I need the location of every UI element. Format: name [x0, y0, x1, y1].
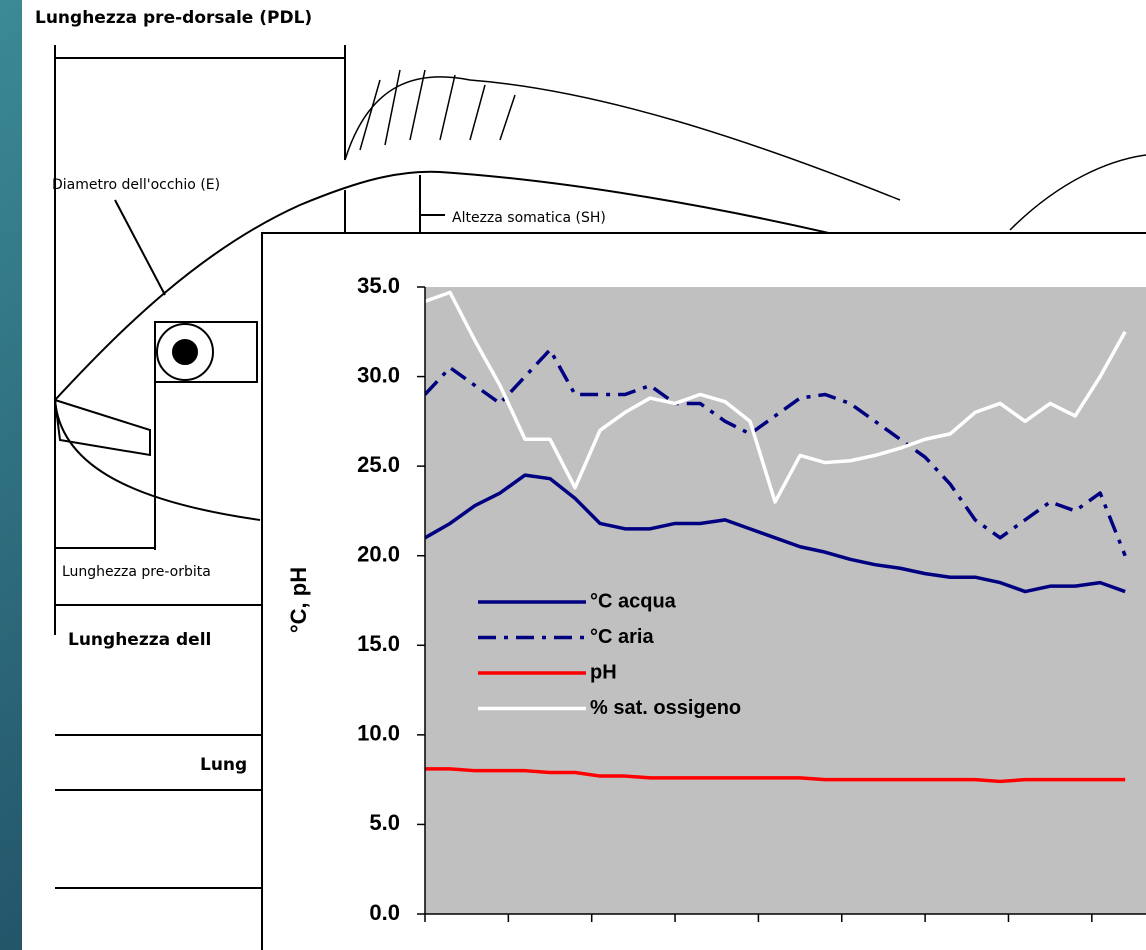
y-tick-label: 25.0 [357, 452, 400, 477]
diagram-label: Lung [200, 755, 247, 775]
series-line [425, 767, 1126, 784]
y-tick-label: 5.0 [369, 810, 400, 835]
series-line [425, 347, 1127, 557]
legend-label: °C aria [590, 626, 654, 648]
y-axis-label: °C, pH [286, 567, 311, 633]
y-tick-label: 30.0 [357, 362, 400, 387]
legend-label: °C acqua [590, 590, 677, 612]
diagram-label: Lunghezza pre-orbita [62, 564, 211, 580]
y-tick-label: 20.0 [357, 542, 400, 567]
diagram-label: Lunghezza dell [68, 630, 211, 650]
legend-label: pH [590, 661, 617, 683]
diagram-label: Altezza somatica (SH) [452, 210, 606, 226]
fish-drawing [53, 45, 1146, 889]
series-line [425, 473, 1126, 594]
y-tick-label: 0.0 [369, 900, 400, 925]
legend-label: % sat. ossigeno [590, 697, 741, 719]
y-tick-label: 10.0 [357, 721, 400, 746]
diagram-label: Diametro dell'occhio (E) [52, 177, 220, 193]
series-line [425, 290, 1127, 504]
y-tick-label: 35.0 [357, 273, 400, 298]
y-tick-label: 15.0 [357, 631, 400, 656]
diagram-label: Lunghezza pre-dorsale (PDL) [35, 8, 312, 28]
plot [425, 290, 1127, 784]
